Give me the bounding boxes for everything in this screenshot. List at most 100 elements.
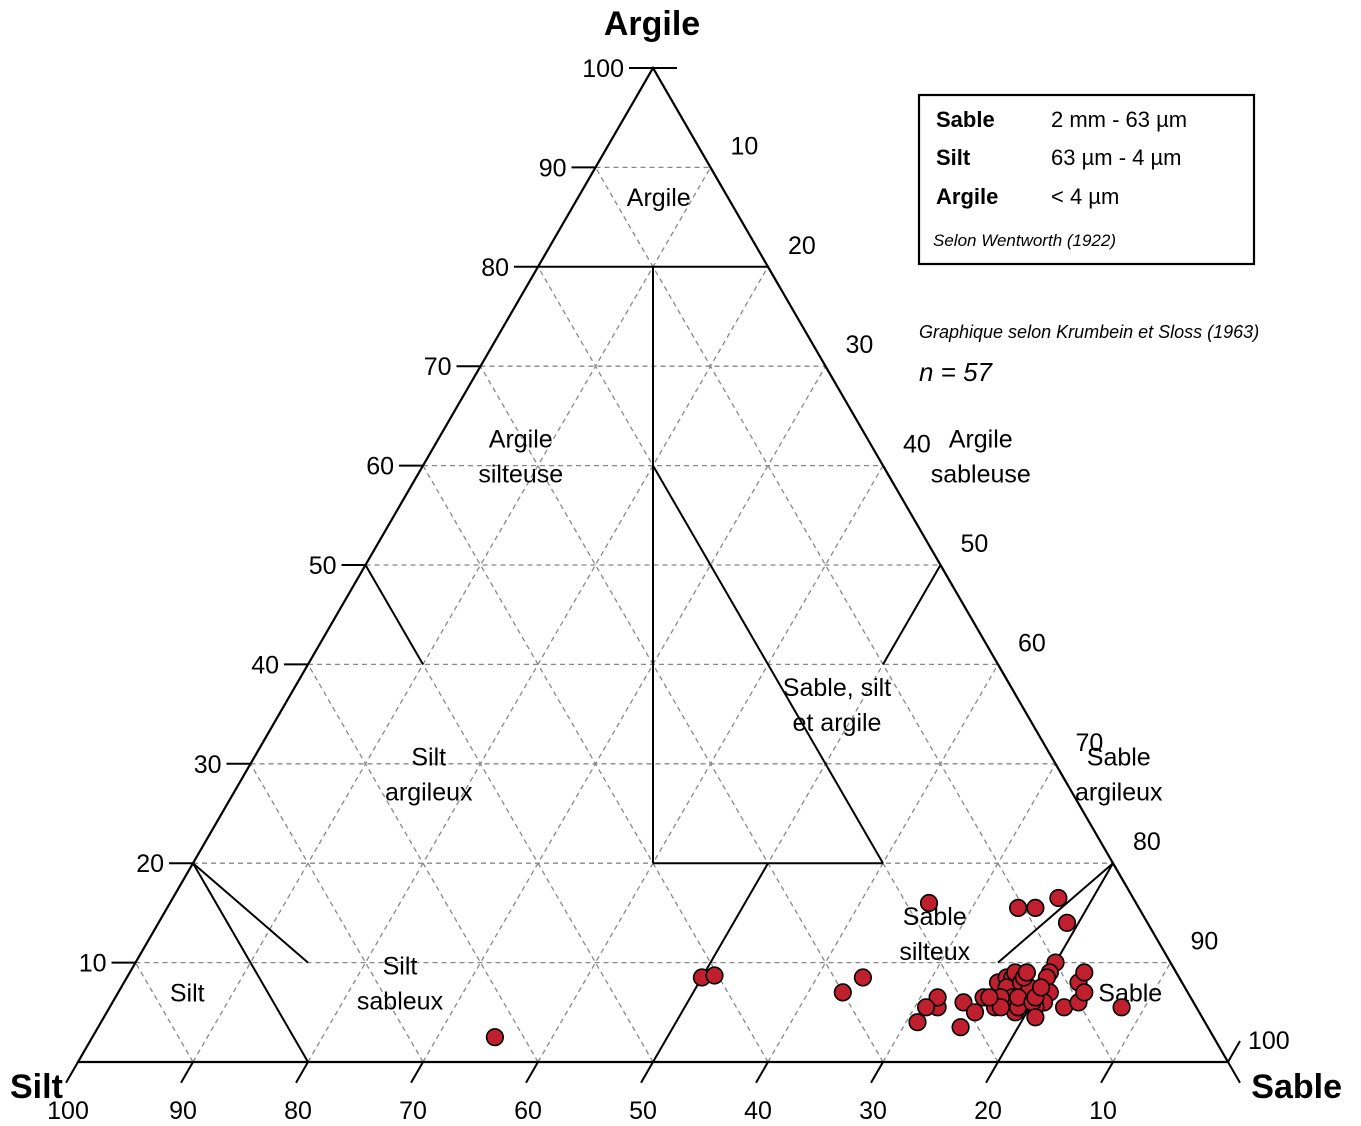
grid-line-sand-30: [422, 365, 827, 1063]
clay-tick-label: 40: [251, 651, 279, 679]
silt-tick: [755, 1061, 769, 1084]
silt-tick-label: 10: [1089, 1097, 1117, 1125]
clay-tick-label: 10: [79, 950, 107, 978]
data-point-55: [1017, 963, 1036, 982]
data-point-41: [1026, 1008, 1045, 1027]
silt-tick: [65, 1061, 79, 1084]
data-point-8: [1049, 888, 1068, 908]
silt-tick-label: 60: [514, 1097, 542, 1125]
boundary-line-7: [882, 564, 942, 665]
data-point-44: [951, 1018, 970, 1037]
silt-tick-label: 30: [859, 1097, 887, 1125]
sample-count: n = 57: [919, 357, 994, 387]
clay-tick-label: 80: [481, 254, 509, 282]
region-label-line: sableux: [357, 987, 444, 1015]
clay-tick-label: 70: [424, 353, 452, 381]
axis-ticks: 10 10 100 20 20 90 30 30 80 40 40 70 50 50 60 60 60 50 70 7…: [47, 55, 1290, 1125]
clay-tick-label: 30: [194, 751, 222, 779]
silt-tick-label: 100: [47, 1097, 89, 1125]
region-label-sable-silteux: Sable silteux: [899, 903, 970, 966]
data-point-31: [954, 993, 973, 1012]
sand-axis-title: Sable: [1251, 1068, 1342, 1106]
region-label-line: Sable, silt: [783, 674, 891, 702]
grid-line-sand-70: [882, 763, 1057, 1063]
region-label-line: Sable: [1087, 744, 1151, 772]
region-label-line: argileux: [1075, 779, 1163, 807]
region-label-line: argileux: [385, 779, 473, 807]
region-label-silt-sableux: Silt sableux: [357, 952, 444, 1015]
data-point-6: [1008, 898, 1028, 918]
region-label-line: et argile: [793, 709, 882, 737]
silt-tick: [1100, 1061, 1114, 1084]
region-label-line: Silt: [170, 979, 205, 1007]
region-label-argile-silteuse: Argile silteuse: [478, 426, 563, 489]
grid-line-silt-40: [422, 465, 769, 1063]
boundary-line-9: [997, 862, 1114, 964]
legend-name-argile: Argile: [936, 184, 998, 209]
boundary-line-3: [652, 465, 884, 864]
clay-tick-label: 90: [539, 154, 567, 182]
clay-tick-label: 100: [582, 55, 624, 83]
sand-tick: [824, 365, 839, 388]
grid-line-silt-70: [249, 763, 424, 1063]
data-point-0: [485, 1028, 505, 1047]
data-point-7: [1026, 898, 1045, 918]
silt-tick: [985, 1061, 999, 1084]
region-label-line: Sable: [1098, 979, 1162, 1007]
region-label-line: Silt: [411, 744, 446, 772]
region-label-sable: Sable: [1098, 979, 1162, 1007]
sand-tick: [997, 663, 1011, 686]
sand-tick: [1112, 862, 1126, 885]
grid-line-silt-30: [479, 365, 884, 1063]
region-label-line: Argile: [489, 426, 553, 454]
sand-tick: [1227, 1061, 1241, 1084]
sand-tick: [1054, 763, 1069, 786]
data-point-56: [980, 988, 999, 1007]
grid-line-silt-60: [307, 664, 539, 1063]
silt-tick: [870, 1061, 884, 1084]
silt-tick: [640, 1061, 654, 1084]
boundary-line-10: [192, 862, 309, 1063]
boundary-line-5: [652, 862, 769, 1063]
data-point-45: [908, 1013, 927, 1032]
sand-tick: [767, 266, 781, 289]
clay-axis-title: Argile: [604, 5, 700, 43]
region-label-line: Argile: [949, 426, 1013, 454]
legend-box: Sable 2 mm - 63 µm Silt 63 µm - 4 µm Arg…: [917, 93, 1256, 266]
data-point-4: [853, 968, 873, 987]
region-label-sable-argileux: Sable argileux: [1075, 744, 1163, 807]
data-point-53: [1075, 983, 1094, 1002]
silt-tick: [180, 1061, 194, 1084]
legend-name-silt: Silt: [936, 145, 971, 170]
data-point-2: [705, 966, 724, 985]
grid-line-sand-10: [192, 167, 712, 1063]
grid-line-silt-90: [134, 962, 194, 1063]
clay-tick-label: 50: [309, 552, 337, 580]
sand-tick-label: 20: [788, 232, 816, 260]
silt-tick-label: 20: [974, 1097, 1002, 1125]
class-boundaries: [192, 265, 1114, 1063]
boundary-line-8: [192, 862, 309, 964]
data-point-3: [833, 983, 852, 1002]
grid-line-silt-10: [594, 167, 1114, 1063]
data-point-33: [965, 1003, 985, 1022]
sand-tick-label: 80: [1133, 828, 1161, 856]
chart-credit: Graphique selon Krumbein et Sloss (1963): [919, 322, 1259, 342]
legend-name-sable: Sable: [936, 107, 995, 132]
silt-tick-label: 90: [169, 1097, 197, 1125]
sand-tick-label: 30: [846, 331, 874, 359]
silt-tick-label: 40: [744, 1097, 772, 1125]
region-label-line: Argile: [627, 184, 691, 212]
legend-frame: [917, 93, 1256, 266]
legend-value-argile: < 4 µm: [1051, 184, 1119, 209]
sand-tick-label: 50: [961, 530, 989, 558]
data-points: [485, 888, 1131, 1047]
silt-tick-label: 50: [629, 1097, 657, 1125]
region-label-silt-argileux: Silt argileux: [385, 744, 473, 807]
silt-tick-label: 70: [399, 1097, 427, 1125]
legend-source: Selon Wentworth (1922): [933, 231, 1116, 250]
silt-tick: [525, 1061, 539, 1084]
legend-value-silt: 63 µm - 4 µm: [1051, 145, 1182, 170]
sand-tick: [939, 564, 954, 587]
region-labels: Argile Argile silteuse Argile sableuse Sable,…: [170, 184, 1163, 1015]
